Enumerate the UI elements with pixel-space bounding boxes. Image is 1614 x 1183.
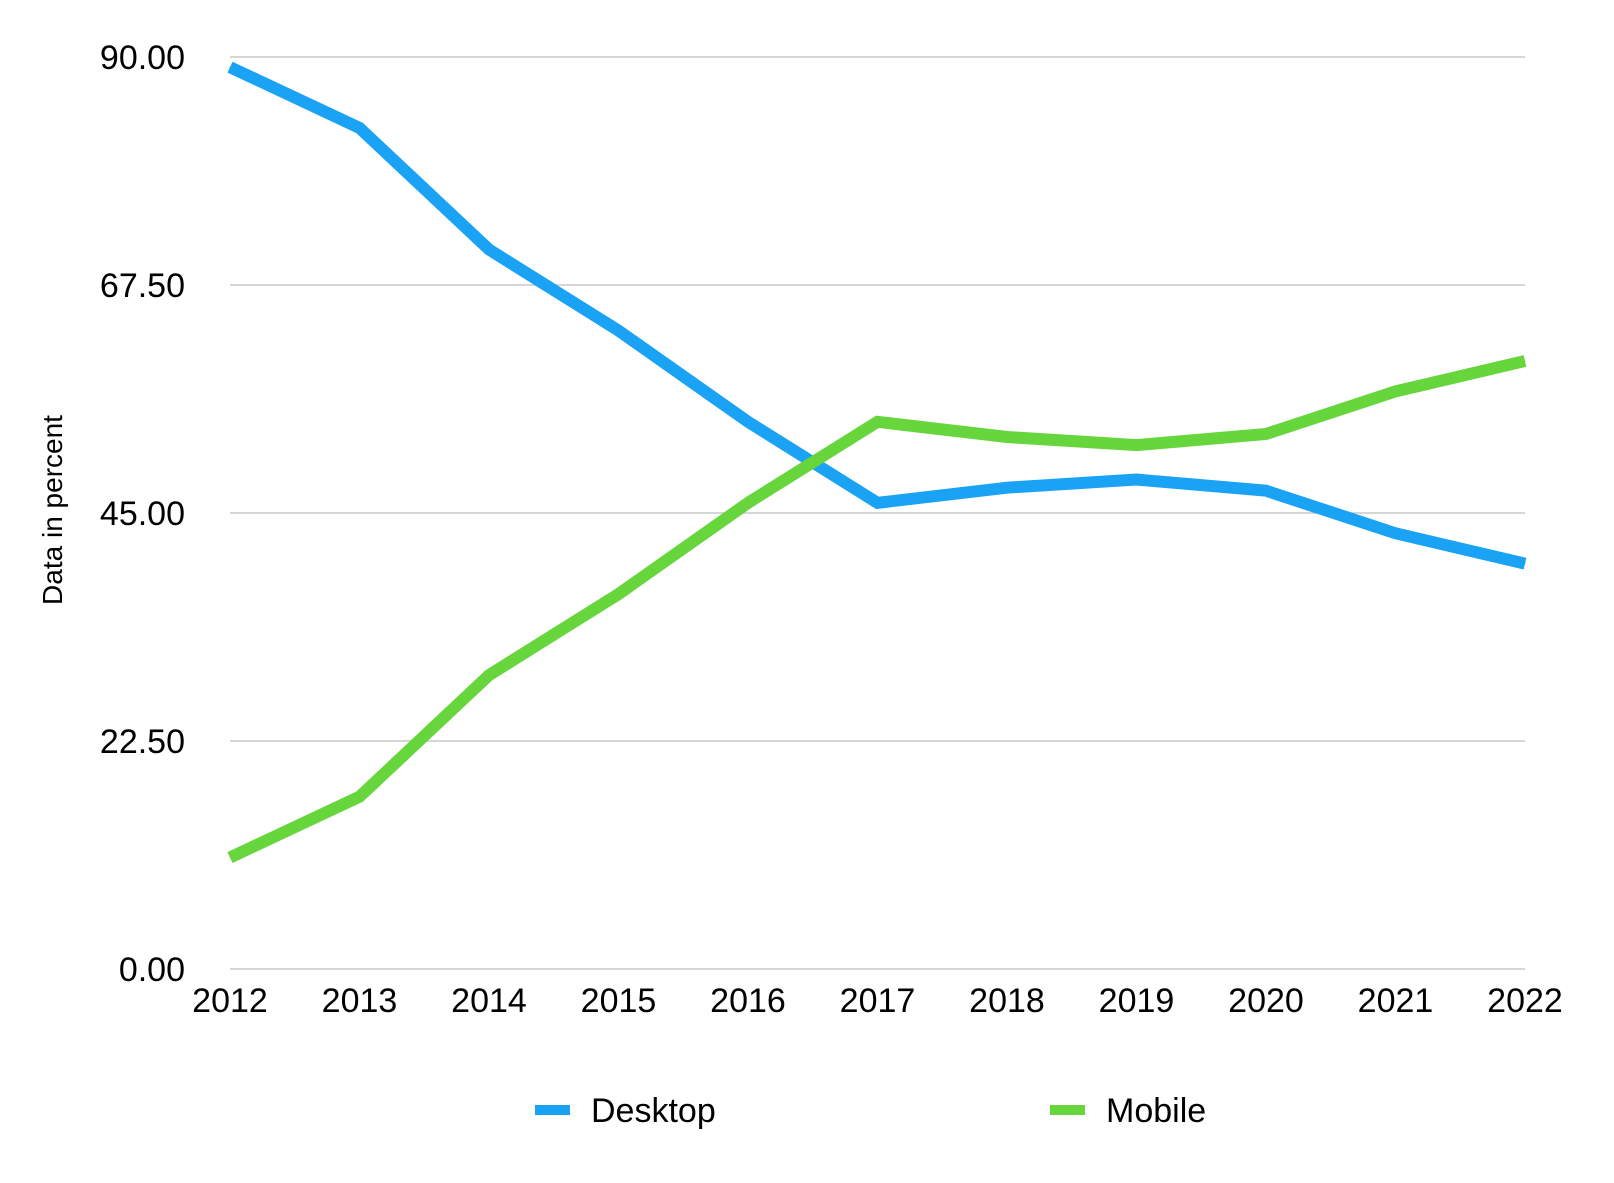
data-point-mobile-2016[interactable] <box>747 502 749 504</box>
data-point-desktop-2014[interactable] <box>488 249 490 251</box>
x-tick-label: 2015 <box>581 982 657 1020</box>
data-point-mobile-2018[interactable] <box>1006 436 1008 438</box>
y-axis-title: Data in percent <box>37 415 68 605</box>
data-point-mobile-2022[interactable] <box>1524 360 1526 362</box>
data-point-desktop-2021[interactable] <box>1395 532 1396 534</box>
x-tick-label: 2012 <box>192 982 268 1020</box>
series-lines <box>227 61 1527 863</box>
x-tick-label: 2018 <box>969 982 1045 1020</box>
y-tick-label: 45.00 <box>100 495 185 533</box>
data-point-desktop-2020[interactable] <box>1265 490 1267 492</box>
data-point-desktop-2015[interactable] <box>618 330 619 332</box>
x-tick-label: 2016 <box>710 982 786 1020</box>
y-tick-label: 90.00 <box>100 39 185 77</box>
data-point-mobile-2017[interactable] <box>877 421 878 423</box>
y-tick-label: 0.00 <box>119 951 185 989</box>
data-point-desktop-2013[interactable] <box>359 127 360 129</box>
x-axis-ticks: 2012 2013 2014 2015 2016 2017 2018 2019 2020 2021… <box>192 982 1563 1020</box>
data-point-mobile-2021[interactable] <box>1395 390 1396 392</box>
legend-item-desktop[interactable]: Desktop <box>535 1092 716 1130</box>
y-tick-label: 67.50 <box>100 267 185 305</box>
data-point-mobile-2019[interactable] <box>1136 444 1137 446</box>
data-point-desktop-2019[interactable] <box>1136 479 1137 481</box>
x-tick-label: 2019 <box>1099 982 1175 1020</box>
x-tick-label: 2022 <box>1487 982 1563 1020</box>
legend[interactable]: Desktop Mobile <box>535 1092 1206 1130</box>
y-tick-label: 22.50 <box>100 723 185 761</box>
series-line-mobile[interactable] <box>227 355 1527 863</box>
series-line-desktop[interactable] <box>227 61 1527 570</box>
data-point-desktop-2012[interactable] <box>229 66 231 68</box>
data-point-mobile-2013[interactable] <box>359 796 360 798</box>
data-point-desktop-2018[interactable] <box>1006 487 1008 489</box>
y-axis-ticks: 0.00 22.50 45.00 67.50 90.00 <box>100 39 185 989</box>
x-tick-label: 2020 <box>1228 982 1304 1020</box>
series-mobile <box>227 355 1527 863</box>
data-point-mobile-2012[interactable] <box>229 857 231 859</box>
legend-label: Desktop <box>591 1092 716 1130</box>
legend-label: Mobile <box>1106 1092 1206 1130</box>
data-point-desktop-2017[interactable] <box>877 502 878 504</box>
x-tick-label: 2013 <box>322 982 398 1020</box>
x-tick-label: 2021 <box>1358 982 1434 1020</box>
data-point-desktop-2016[interactable] <box>747 421 749 423</box>
x-tick-label: 2017 <box>840 982 916 1020</box>
data-point-mobile-2015[interactable] <box>618 593 619 595</box>
legend-item-mobile[interactable]: Mobile <box>1050 1092 1206 1130</box>
data-point-desktop-2022[interactable] <box>1524 563 1526 565</box>
x-tick-label: 2014 <box>451 982 527 1020</box>
series-desktop <box>227 61 1527 570</box>
gridlines <box>230 56 1525 970</box>
data-point-mobile-2014[interactable] <box>488 674 490 676</box>
data-point-mobile-2020[interactable] <box>1265 433 1267 435</box>
